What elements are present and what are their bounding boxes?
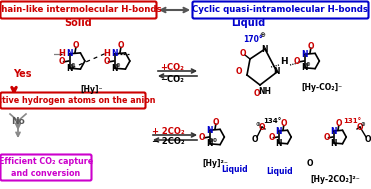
Text: O: O [103, 57, 110, 66]
Text: [Hy]⁻: [Hy]⁻ [81, 84, 103, 94]
Text: N: N [275, 139, 282, 147]
Text: O: O [199, 133, 206, 142]
Text: O: O [294, 57, 301, 66]
Text: No: No [11, 116, 25, 125]
Text: N: N [262, 44, 268, 53]
Text: O: O [335, 119, 342, 128]
Text: ⊕: ⊕ [306, 62, 310, 67]
Text: O: O [280, 119, 287, 128]
Text: O: O [259, 122, 265, 132]
Text: +CO₂: +CO₂ [160, 64, 184, 73]
Text: O: O [254, 88, 260, 98]
Text: [Hy]²⁻: [Hy]²⁻ [202, 159, 228, 167]
Text: O: O [213, 118, 219, 127]
Text: Liquid: Liquid [222, 164, 248, 174]
Text: H: H [103, 49, 110, 58]
Text: N: N [66, 64, 73, 73]
Text: −CO₂: −CO₂ [160, 74, 184, 84]
Text: Cyclic quasi-intramolecular H-bonds: Cyclic quasi-intramolecular H-bonds [193, 5, 368, 15]
Text: O: O [236, 67, 242, 75]
Text: O: O [307, 160, 313, 169]
Text: ⊕: ⊕ [361, 122, 365, 126]
Text: Yes: Yes [13, 69, 31, 79]
Text: Chain-like intermolecular H-bonds: Chain-like intermolecular H-bonds [0, 5, 162, 15]
Text: N: N [330, 139, 337, 147]
FancyBboxPatch shape [0, 2, 157, 19]
Text: N: N [302, 63, 308, 72]
Text: 170°: 170° [243, 35, 263, 43]
FancyBboxPatch shape [0, 92, 145, 108]
Text: 131°: 131° [343, 118, 361, 124]
Text: ⊕: ⊕ [70, 63, 75, 68]
Text: Active hydrogen atoms on the anion: Active hydrogen atoms on the anion [0, 96, 155, 105]
Text: H: H [280, 57, 288, 67]
Text: O: O [357, 122, 363, 132]
Text: Liquid: Liquid [267, 167, 293, 176]
Text: N: N [207, 126, 213, 135]
Text: Efficient CO₂ capture
and conversion: Efficient CO₂ capture and conversion [0, 157, 93, 177]
Text: N: N [66, 49, 73, 58]
Text: Solid: Solid [64, 18, 92, 28]
Text: N: N [111, 49, 118, 58]
Text: + 2CO₂: + 2CO₂ [152, 128, 184, 136]
Text: N: N [207, 139, 213, 148]
Text: Liquid: Liquid [231, 18, 265, 28]
Text: [Hy-CO₂]⁻: [Hy-CO₂]⁻ [301, 84, 342, 92]
Text: NH: NH [259, 88, 272, 97]
Text: [Hy-2CO₂]²⁻: [Hy-2CO₂]²⁻ [310, 174, 360, 184]
Text: ⊕: ⊕ [256, 122, 260, 126]
Text: N: N [302, 50, 308, 59]
FancyBboxPatch shape [193, 2, 368, 19]
Text: N: N [275, 126, 282, 136]
Text: 134°: 134° [263, 118, 281, 124]
Text: O: O [118, 41, 124, 50]
Text: ⊕: ⊕ [259, 32, 265, 38]
FancyBboxPatch shape [0, 154, 92, 180]
Text: ⊕⊕: ⊕⊕ [208, 138, 217, 143]
Text: O: O [240, 49, 246, 57]
Text: O: O [58, 57, 65, 66]
Text: O: O [252, 135, 258, 143]
Text: N: N [111, 64, 118, 73]
Text: O: O [73, 41, 79, 50]
Text: O: O [324, 133, 330, 142]
Text: H: H [58, 49, 65, 58]
Text: O: O [365, 135, 371, 143]
Text: N: N [330, 126, 337, 136]
Text: O: O [269, 133, 275, 142]
Text: O: O [308, 42, 314, 51]
Text: N: N [274, 67, 280, 77]
Text: − 2CO₂: − 2CO₂ [152, 138, 184, 146]
Text: ⊕: ⊕ [115, 63, 120, 68]
